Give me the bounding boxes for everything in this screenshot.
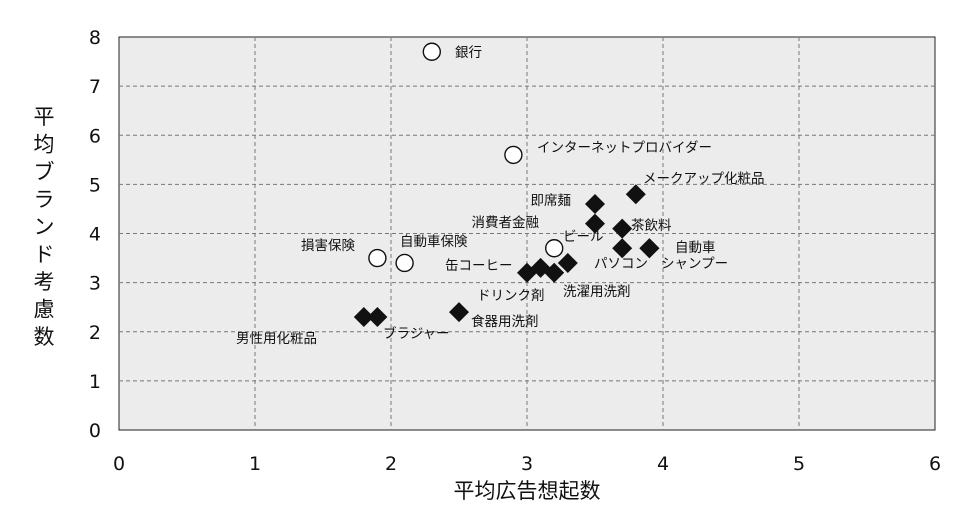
y-tick-label: 0 <box>89 420 101 442</box>
y-axis-title-char: ド <box>34 243 55 267</box>
data-point-diamond <box>612 218 633 239</box>
x-tick-label: 4 <box>657 453 669 475</box>
y-tick-label: 2 <box>89 322 101 344</box>
data-point-diamond <box>639 238 660 259</box>
y-tick-label: 6 <box>89 125 101 147</box>
y-tick-label: 1 <box>89 371 101 393</box>
y-axis-title-char: 数 <box>34 325 55 349</box>
y-tick-label: 4 <box>89 224 101 246</box>
point-label: 洗濯用洗剤 <box>563 284 631 300</box>
point-label: 自動車保険 <box>400 234 468 250</box>
y-tick-label: 7 <box>89 76 101 98</box>
point-label: 男性用化粧品 <box>236 331 317 347</box>
data-point-circle <box>504 145 523 165</box>
data-points <box>353 42 660 328</box>
point-label: メークアップ化粧品 <box>643 171 765 187</box>
data-point-diamond <box>544 262 565 283</box>
data-point-circle <box>368 248 387 268</box>
x-tick-label: 1 <box>249 453 261 475</box>
data-point-circle <box>545 239 564 258</box>
data-point-diamond <box>367 307 388 328</box>
x-tick-label: 0 <box>113 453 125 475</box>
point-label: 損害保険 <box>301 238 355 254</box>
y-tick-label: 8 <box>89 27 101 49</box>
y-tick-label: 3 <box>89 273 101 295</box>
x-tick-label: 5 <box>793 453 805 475</box>
data-point-circle <box>422 42 441 61</box>
data-point-diamond <box>625 184 646 205</box>
point-label: 消費者金融 <box>472 215 540 231</box>
data-point-diamond <box>557 252 578 273</box>
y-axis-title-char: ラ <box>34 188 55 212</box>
y-tick-label: 5 <box>89 174 101 196</box>
y-axis-title-char: 平 <box>34 105 55 129</box>
data-point-diamond <box>449 302 469 323</box>
point-label: インターネットプロバイダー <box>537 140 712 156</box>
y-axis-title-char: ン <box>34 215 55 239</box>
data-point-diamond <box>585 194 605 215</box>
point-label: パソコン <box>594 256 648 272</box>
point-label: 自動車 <box>675 240 716 256</box>
x-tick-label: 6 <box>929 453 941 475</box>
data-point-diamond <box>612 238 633 259</box>
point-label: シャンプー <box>661 256 728 272</box>
x-tick-label: 2 <box>385 453 397 475</box>
point-label: 銀行 <box>455 45 482 61</box>
x-tick-label: 3 <box>521 453 533 475</box>
tick-labels: 0 1 2 3 4 5 6 0 1 2 3 4 5 6 7 8 <box>89 27 941 475</box>
data-point-diamond <box>353 307 374 328</box>
x-axis-title: 平均広告想起数 <box>454 479 601 503</box>
y-axis-title-char: ブ <box>34 160 55 184</box>
point-label: 茶飲料 <box>631 218 672 234</box>
point-label: 缶コーヒー <box>445 258 513 274</box>
point-label: 即席麺 <box>531 193 572 209</box>
data-point-diamond <box>585 213 605 234</box>
point-label: 食器用洗剤 <box>471 313 539 330</box>
y-axis-title-char: 均 <box>34 133 55 157</box>
point-label: ビール <box>563 229 604 245</box>
point-label: ブラジャー <box>383 325 450 342</box>
y-axis-title-char: 慮 <box>34 298 55 322</box>
data-point-circle <box>395 253 414 273</box>
point-label: ドリンク剤 <box>477 288 545 304</box>
y-axis-title-char: 考 <box>34 270 55 294</box>
